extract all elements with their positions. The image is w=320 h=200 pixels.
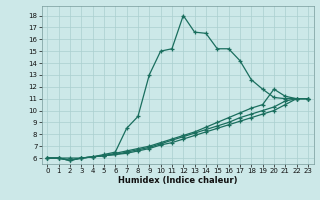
X-axis label: Humidex (Indice chaleur): Humidex (Indice chaleur) — [118, 176, 237, 185]
